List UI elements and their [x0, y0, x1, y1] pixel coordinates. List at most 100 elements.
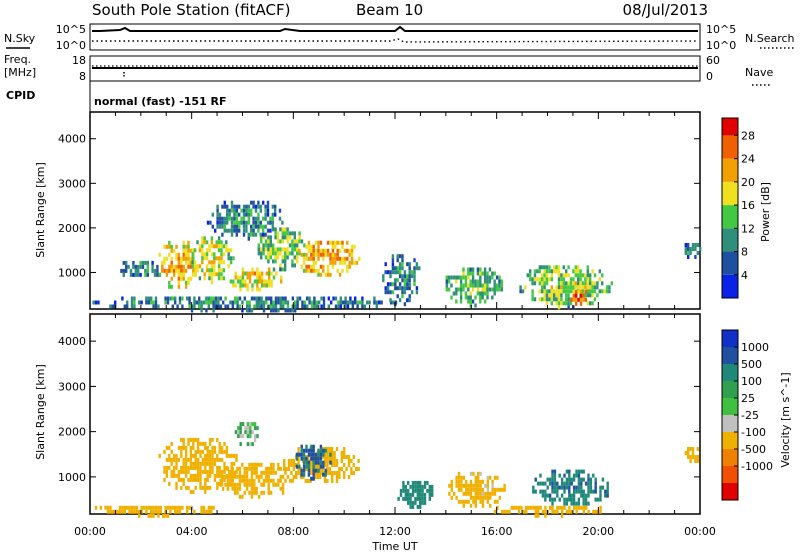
- nsky-trace: [92, 25, 698, 32]
- power-colorbar-segment: [722, 118, 738, 136]
- power-colorbar-segment: [722, 274, 738, 298]
- x-tick-label: 00:00: [74, 525, 106, 538]
- x-tick-label: 12:00: [379, 525, 411, 538]
- velocity-echo-region: [295, 444, 332, 481]
- power-y-tick-label: 3000: [58, 177, 86, 190]
- power-colorbar-tick: 4: [741, 269, 748, 282]
- power-colorbar-segment: [722, 181, 738, 206]
- velocity-colorbar-tick: -500: [741, 443, 766, 456]
- power-echo-region: [382, 254, 421, 307]
- velocity-echo-region: [94, 505, 215, 518]
- noise-tick-top-right: 10^5: [706, 23, 736, 36]
- velocity-y-tick-label: 3000: [58, 380, 86, 393]
- power-echo-region: [257, 227, 306, 272]
- velocity-colorbar-segment: [722, 466, 738, 483]
- velocity-colorbar-segment: [722, 432, 738, 449]
- velocity-colorbar-tick: -100: [741, 426, 766, 439]
- velocity-echo-region: [219, 462, 294, 499]
- power-echo-region: [519, 265, 613, 310]
- power-colorbar: 4 8 12 16 20 24 28: [721, 117, 755, 299]
- power-echo-region: [120, 260, 164, 277]
- velocity-colorbar-tick: 25: [741, 392, 755, 405]
- noise-tick-bottom-right: 10^0: [706, 39, 736, 52]
- power-echo-region: [684, 243, 702, 259]
- power-echo-region: [445, 267, 504, 308]
- freq-label-line2: [MHz]: [4, 66, 36, 79]
- x-tick-label: 16:00: [481, 525, 513, 538]
- power-colorbar-tick: 28: [741, 129, 755, 142]
- velocity-colorbar-tick: 100: [741, 375, 762, 388]
- power-colorbar-label: Power [dB]: [759, 182, 772, 242]
- power-colorbar-segment: [722, 228, 738, 252]
- power-echo-region: [191, 236, 235, 285]
- power-y-tick-label: 4000: [58, 133, 86, 146]
- x-tick-label: 04:00: [176, 525, 208, 538]
- nave-label: Nave: [745, 66, 773, 79]
- power-echo-region: [206, 200, 284, 241]
- date-title: 08/Jul/2013: [623, 1, 708, 19]
- noise-tick-top-left: 10^5: [56, 23, 86, 36]
- velocity-echo-region: [448, 471, 506, 508]
- velocity-colorbar-segment: [722, 398, 738, 415]
- power-colorbar-tick: 20: [741, 176, 755, 189]
- cpid-label: CPID: [6, 89, 35, 102]
- power-y-axis: 1000 2000 3000 4000: [58, 133, 700, 279]
- power-echo-region: [295, 240, 361, 277]
- velocity-colorbar: 1000 500 100 25 -25 -100 -500 -1000: [721, 329, 773, 501]
- velocity-y-label: Slant Range [km]: [34, 364, 47, 460]
- velocity-y-tick-label: 4000: [58, 335, 86, 348]
- power-echo-region: [229, 267, 283, 292]
- power-colorbar-segment: [722, 205, 738, 229]
- velocity-colorbar-segment: [722, 364, 738, 381]
- nave-tick-bottom: 0: [706, 70, 713, 83]
- velocity-colorbar-tick: -25: [741, 409, 759, 422]
- noise-tick-bottom-left: 10^0: [56, 39, 86, 52]
- power-colorbar-segment: [722, 251, 738, 275]
- velocity-colorbar-label: Velocity [m s^-1]: [779, 372, 792, 467]
- power-y-tick-label: 2000: [58, 222, 86, 235]
- freq-label-line1: Freq.: [4, 53, 31, 66]
- power-echo-region: [570, 289, 587, 306]
- power-x-ticks: [89, 112, 701, 309]
- velocity-plot-area: [94, 422, 699, 518]
- velocity-echo-region: [684, 447, 699, 463]
- nave-tick-top: 60: [706, 54, 720, 67]
- velocity-colorbar-tick: -1000: [741, 460, 773, 473]
- velocity-colorbar-segment: [722, 483, 738, 500]
- velocity-echo-region: [532, 469, 609, 506]
- cpid-text: normal (fast) -151 RF: [94, 95, 227, 108]
- x-tick-label: 08:00: [277, 525, 309, 538]
- power-colorbar-tick: 8: [741, 246, 748, 259]
- beam-title: Beam 10: [356, 1, 423, 19]
- velocity-y-tick-label: 2000: [58, 426, 86, 439]
- velocity-y-tick-label: 1000: [58, 471, 86, 484]
- freq-tick-bottom: 8: [79, 70, 86, 83]
- freq-tick-top: 18: [72, 54, 86, 67]
- velocity-colorbar-segment: [722, 415, 738, 432]
- velocity-colorbar-segment: [722, 449, 738, 466]
- x-tick-labels: 00:00 04:00 08:00 12:00 16:00 20:00 00:00: [74, 525, 716, 538]
- power-colorbar-tick: 12: [741, 222, 755, 235]
- noise-panel: [89, 23, 701, 51]
- velocity-colorbar-segment: [722, 330, 738, 347]
- power-y-label: Slant Range [km]: [34, 162, 47, 258]
- x-tick-label: 00:00: [684, 525, 716, 538]
- velocity-colorbar-tick: 1000: [741, 341, 769, 354]
- velocity-echo-region: [158, 437, 238, 494]
- power-echo-region: [158, 240, 197, 289]
- velocity-x-ticks: [89, 314, 701, 514]
- x-tick-label: 20:00: [582, 525, 614, 538]
- station-title: South Pole Station (fitACF): [92, 1, 290, 19]
- power-plot-area: [92, 200, 702, 313]
- power-colorbar-tick: 16: [741, 199, 755, 212]
- power-colorbar-segment: [722, 158, 738, 182]
- power-colorbar-tick: 24: [741, 153, 755, 166]
- nsearch-trace: [92, 38, 699, 43]
- velocity-colorbar-segment: [722, 381, 738, 398]
- velocity-colorbar-segment: [722, 347, 738, 364]
- velocity-echo-region: [234, 422, 259, 447]
- power-echo-region: [92, 296, 398, 313]
- velocity-y-axis: 1000 2000 3000 4000: [58, 335, 700, 484]
- power-colorbar-segment: [722, 135, 738, 159]
